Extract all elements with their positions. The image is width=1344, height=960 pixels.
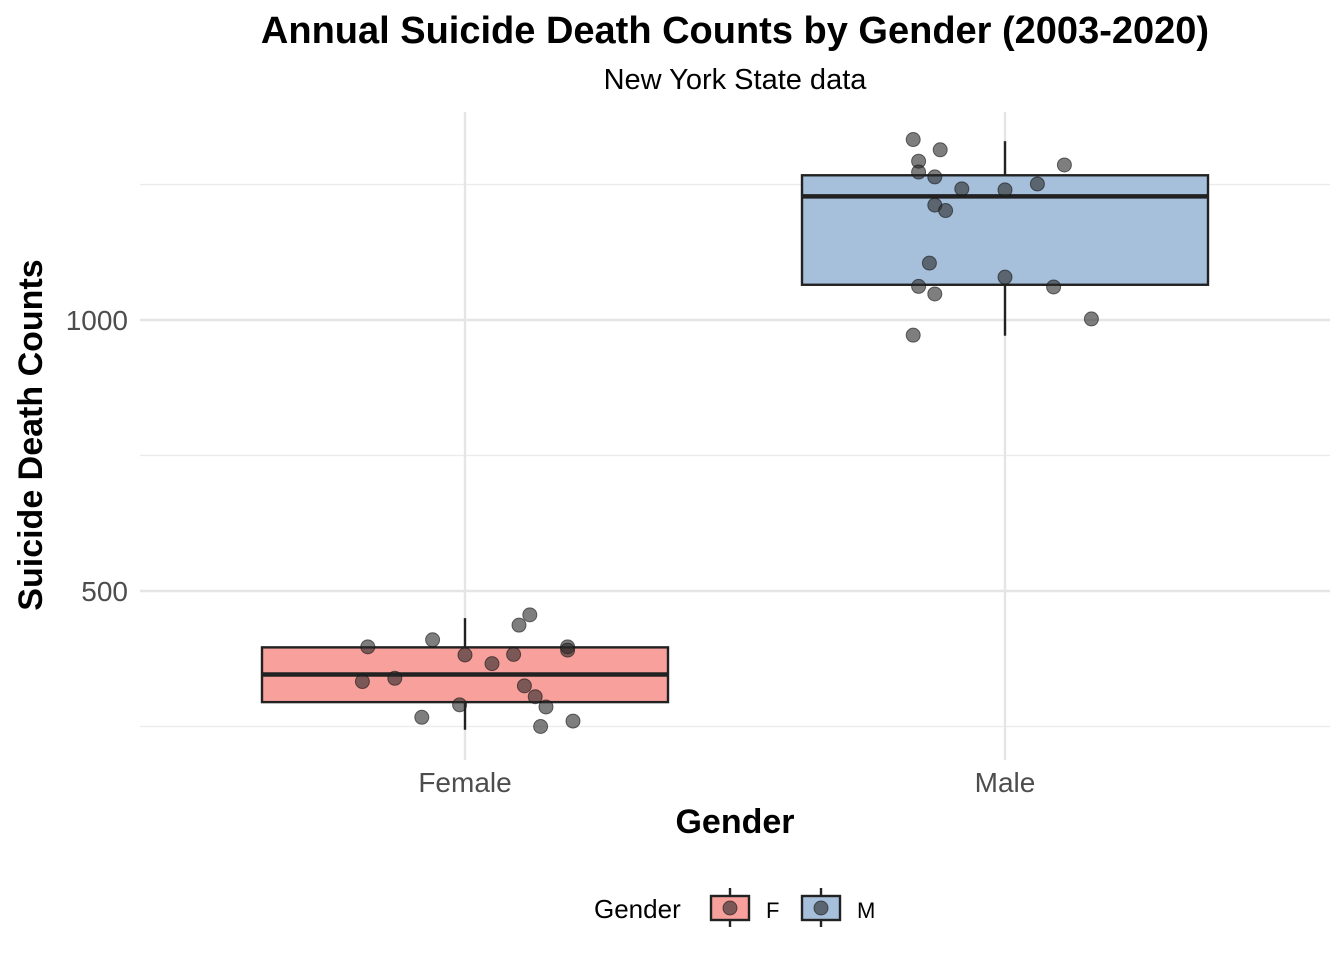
legend-label: M bbox=[857, 898, 875, 923]
x-axis-ticks: Female Male bbox=[418, 767, 1035, 798]
legend-key-point bbox=[722, 900, 738, 916]
data-point bbox=[511, 617, 527, 633]
data-point bbox=[538, 699, 554, 715]
y-axis-label: Suicide Death Counts bbox=[12, 259, 50, 610]
y-tick-label: 500 bbox=[81, 576, 128, 607]
data-point bbox=[905, 132, 921, 148]
data-point bbox=[457, 647, 473, 663]
x-axis-label: Gender bbox=[675, 803, 794, 841]
data-point bbox=[1029, 176, 1045, 192]
data-point bbox=[932, 142, 948, 158]
data-point bbox=[425, 632, 441, 648]
data-point bbox=[452, 697, 468, 713]
data-point bbox=[565, 713, 581, 729]
data-point bbox=[354, 674, 370, 690]
y-tick-label: 1000 bbox=[66, 305, 128, 336]
data-point bbox=[1046, 279, 1062, 295]
data-point bbox=[938, 203, 954, 219]
data-point bbox=[484, 656, 500, 672]
point-layer bbox=[354, 132, 1099, 734]
legend-label: F bbox=[766, 898, 779, 923]
data-point bbox=[533, 719, 549, 734]
chart-title: Annual Suicide Death Counts by Gender (2… bbox=[260, 10, 1210, 52]
data-point bbox=[1083, 311, 1099, 327]
chart-subtitle: New York State data bbox=[603, 64, 867, 96]
legend-key-box bbox=[709, 894, 751, 922]
legend: Gender F M bbox=[594, 888, 875, 927]
data-point bbox=[516, 678, 532, 694]
box-layer bbox=[260, 141, 1210, 730]
legend-key-point bbox=[813, 900, 829, 916]
data-point bbox=[911, 164, 927, 180]
data-point bbox=[911, 278, 927, 294]
data-point bbox=[360, 639, 376, 655]
data-point bbox=[560, 642, 576, 658]
x-tick-label: Male bbox=[975, 767, 1036, 798]
data-point bbox=[905, 327, 921, 343]
data-point bbox=[387, 670, 403, 686]
data-point bbox=[527, 689, 543, 705]
data-point bbox=[506, 646, 522, 662]
legend-title: Gender bbox=[594, 894, 681, 924]
data-point bbox=[997, 269, 1013, 285]
x-tick-label: Female bbox=[418, 767, 511, 798]
y-axis-ticks: 500 1000 bbox=[66, 305, 128, 607]
data-point bbox=[1056, 157, 1072, 173]
data-point bbox=[414, 709, 430, 725]
data-point bbox=[954, 181, 970, 197]
data-point bbox=[927, 169, 943, 185]
data-point bbox=[522, 607, 538, 623]
data-point bbox=[921, 255, 937, 271]
data-point bbox=[997, 182, 1013, 198]
data-point bbox=[927, 286, 943, 302]
